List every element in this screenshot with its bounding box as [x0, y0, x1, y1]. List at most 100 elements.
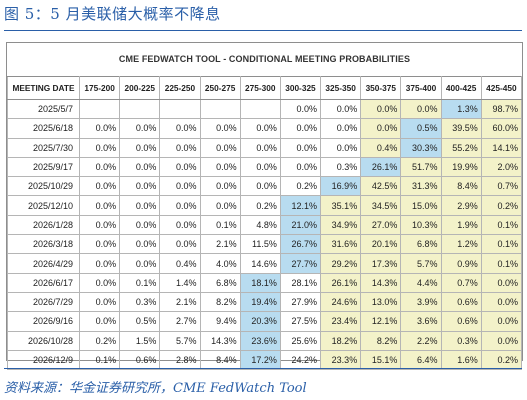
- probability-cell: 34.5%: [360, 195, 402, 216]
- header-rate-range: 300-325: [279, 76, 322, 100]
- probability-cell: 42.5%: [360, 176, 402, 197]
- meeting-date-cell: 2025/6/18: [7, 118, 80, 139]
- probability-cell: 0.0%: [279, 118, 322, 139]
- probability-cell: 17.2%: [239, 349, 281, 371]
- probability-cell: 23.4%: [320, 311, 362, 332]
- table-row: 2025/10/29 0.0% 0.0% 0.0% 0.0% 0.0% 0.2% 16.9% 4…: [7, 176, 523, 197]
- meeting-date-cell: 2025/7/30: [7, 137, 80, 158]
- probability-cell: 0.0%: [480, 272, 523, 293]
- probability-cell: 8.2%: [360, 330, 402, 351]
- probability-cell: 0.0%: [199, 176, 241, 197]
- probability-cell: 14.6%: [239, 253, 281, 274]
- probability-cell: 12.1%: [360, 311, 402, 332]
- probability-cell: 0.0%: [480, 330, 523, 351]
- probability-cell: 0.6%: [440, 291, 482, 313]
- probability-cell: 0.3%: [119, 291, 161, 313]
- probability-cell: 0.0%: [159, 195, 201, 216]
- probability-cell: 0.0%: [78, 311, 121, 332]
- probability-cell: 60.0%: [480, 118, 523, 139]
- probability-cell: 31.6%: [320, 234, 362, 255]
- header-rate-range: 375-400: [400, 76, 442, 100]
- probability-cell: 0.1%: [480, 253, 523, 274]
- meeting-date-cell: 2026/7/29: [7, 291, 80, 313]
- source-note: 资料来源：华金证券研究所，CME FedWatch Tool: [4, 381, 307, 396]
- probability-cell: 27.7%: [279, 253, 322, 274]
- probability-cell: 8.2%: [199, 291, 241, 313]
- probability-cell: 4.0%: [199, 253, 241, 274]
- meeting-date-cell: 2026/9/16: [7, 311, 80, 332]
- probability-cell: 29.2%: [320, 253, 362, 274]
- probability-cell: [78, 98, 121, 120]
- probability-cell: 0.1%: [480, 214, 523, 236]
- probability-cell: 39.5%: [440, 118, 482, 139]
- probability-cell: 2.7%: [159, 311, 201, 332]
- probability-cell: 0.0%: [320, 137, 362, 158]
- probability-cell: 9.4%: [199, 311, 241, 332]
- probability-cell: 14.3%: [199, 330, 241, 351]
- probability-cell: 17.3%: [360, 253, 402, 274]
- probability-cell: 0.0%: [320, 118, 362, 139]
- probability-cell: 8.4%: [440, 176, 482, 197]
- probability-cell: 0.0%: [239, 176, 281, 197]
- probability-cell: 0.0%: [78, 195, 121, 216]
- probability-cell: 0.7%: [440, 272, 482, 293]
- header-rate-range: 325-350: [320, 76, 362, 100]
- probability-cell: 12.1%: [279, 195, 322, 216]
- probability-cell: 0.0%: [119, 214, 161, 236]
- header-rate-range: 200-225: [119, 76, 161, 100]
- probability-cell: 0.4%: [159, 253, 201, 274]
- probability-cell: 3.9%: [400, 291, 442, 313]
- probability-cell: 0.0%: [159, 234, 201, 255]
- probability-cell: 0.0%: [119, 118, 161, 139]
- probability-table-panel: CME FEDWATCH TOOL - CONDITIONAL MEETING …: [6, 42, 523, 371]
- table-row: 2025/7/30 0.0% 0.0% 0.0% 0.0% 0.0% 0.0% 0.0% 0.4…: [7, 137, 523, 158]
- probability-cell: 11.5%: [239, 234, 281, 255]
- probability-cell: 0.0%: [78, 291, 121, 313]
- probability-cell: 1.4%: [159, 272, 201, 293]
- probability-cell: 4.4%: [400, 272, 442, 293]
- probability-cell: 16.9%: [320, 176, 362, 197]
- meeting-date-cell: 2025/12/10: [7, 195, 80, 216]
- probability-cell: 23.6%: [239, 330, 281, 351]
- probability-cell: 3.6%: [400, 311, 442, 332]
- probability-cell: 0.0%: [199, 137, 241, 158]
- probability-cell: 0.0%: [119, 137, 161, 158]
- probability-cell: 0.0%: [78, 156, 121, 178]
- probability-cell: 2.1%: [159, 291, 201, 313]
- probability-cell: 0.1%: [199, 214, 241, 236]
- probability-cell: 4.8%: [239, 214, 281, 236]
- probability-cell: 0.0%: [400, 98, 442, 120]
- probability-cell: 0.0%: [279, 156, 322, 178]
- probability-cell: 21.0%: [279, 214, 322, 236]
- header-rate-range: 275-300: [239, 76, 281, 100]
- probability-cell: 0.1%: [78, 349, 121, 371]
- table-row: 2026/6/17 0.0% 0.1% 1.4% 6.8% 18.1% 28.1% 26.1%…: [7, 272, 523, 293]
- table-row: 2026/3/18 0.0% 0.0% 0.0% 2.1% 11.5% 26.7% 31.6%…: [7, 234, 523, 255]
- table-row: 2025/12/10 0.0% 0.0% 0.0% 0.0% 0.2% 12.1% 35.1%…: [7, 195, 523, 216]
- probability-cell: 15.1%: [360, 349, 402, 371]
- probability-cell: 1.2%: [440, 234, 482, 255]
- probability-cell: 0.0%: [78, 272, 121, 293]
- probability-cell: 0.0%: [78, 214, 121, 236]
- probability-cell: 0.9%: [440, 253, 482, 274]
- probability-cell: 0.2%: [239, 195, 281, 216]
- probability-cell: [239, 98, 281, 120]
- probability-cell: 5.7%: [400, 253, 442, 274]
- table-row: 2025/5/7 0.0% 0.0% 0.0% 0.0% 1.3% 98.7%: [7, 98, 523, 120]
- probability-cell: 0.0%: [320, 98, 362, 120]
- meeting-date-cell: 2026/4/29: [7, 253, 80, 274]
- meeting-date-cell: 2025/10/29: [7, 176, 80, 197]
- probability-cell: 0.3%: [440, 330, 482, 351]
- probability-cell: 55.2%: [440, 137, 482, 158]
- probability-cell: [119, 98, 161, 120]
- probability-cell: 0.2%: [480, 349, 523, 371]
- probability-table: MEETING DATE 175-200 200-225 225-250 250-275…: [7, 76, 523, 371]
- probability-cell: [199, 98, 241, 120]
- probability-cell: 0.0%: [239, 118, 281, 139]
- probability-cell: 0.1%: [119, 272, 161, 293]
- figure-caption: 图 5：5 月美联储大概率不降息: [4, 5, 221, 23]
- probability-cell: 0.0%: [78, 137, 121, 158]
- table-row: 2025/6/18 0.0% 0.0% 0.0% 0.0% 0.0% 0.0% 0.0% 0.0…: [7, 118, 523, 139]
- probability-cell: 0.0%: [360, 98, 402, 120]
- probability-cell: 13.0%: [360, 291, 402, 313]
